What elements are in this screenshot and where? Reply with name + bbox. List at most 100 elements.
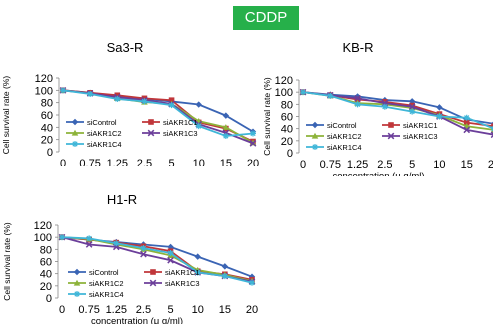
- data-point-siakr1c2: [490, 128, 493, 133]
- data-point-siakr1c4: [167, 249, 174, 256]
- data-point-siakr1c4: [463, 114, 470, 121]
- y-axis-label: Cell survival rate (%): [1, 76, 11, 155]
- data-point-siakr1c4: [381, 103, 388, 110]
- y-tick-label: 120: [275, 75, 293, 87]
- series-line-siakr1c4: [302, 91, 493, 130]
- data-point-siakr1c3: [354, 94, 361, 102]
- x-tick-label: 15: [220, 158, 232, 166]
- legend-swatch-marker: [73, 279, 81, 286]
- y-tick-label: 0: [46, 293, 52, 305]
- data-point-siakr1c4: [436, 113, 443, 120]
- x-axis-label: concentration (μ g/ml): [91, 316, 183, 324]
- y-tick-label: 60: [41, 110, 53, 122]
- data-point-siakr1c3: [249, 140, 257, 147]
- legend-item-sicontrol: siControl: [66, 118, 117, 127]
- legend-swatch-marker: [387, 132, 395, 140]
- x-tick-label: 1.25: [106, 304, 127, 316]
- legend-label: siAKR1C3: [165, 279, 200, 288]
- x-tick-label: 1.25: [347, 159, 368, 171]
- x-tick-label: 1.25: [107, 158, 128, 166]
- legend-swatch-marker: [150, 269, 156, 275]
- series-siakr1c4: [300, 89, 493, 132]
- legend-item-siakr1c2: siAKR1C2: [66, 129, 122, 138]
- data-point-siakr1c4: [409, 108, 416, 115]
- legend-swatch-marker: [71, 118, 79, 126]
- data-point-siakr1c4: [168, 102, 175, 109]
- data-point-siakr1c3: [463, 126, 471, 134]
- y-axis-label: Cell survival rate (%): [2, 222, 12, 301]
- data-point-siakr1c3: [85, 241, 93, 248]
- series-line-siakr1c4: [61, 236, 253, 284]
- data-point-siakr1c4: [249, 279, 255, 286]
- legend-item-siakr1c4: siAKR1C4: [306, 143, 362, 152]
- series-siakr1c4: [59, 234, 255, 286]
- series-line-siakr1c3: [302, 91, 493, 136]
- data-point-siakr1c1: [463, 119, 470, 126]
- legend-item-siakr1c4: siAKR1C4: [68, 290, 124, 299]
- legend-label: siAKR1C2: [87, 129, 122, 138]
- data-point-siakr1c3: [140, 250, 147, 258]
- y-tick-label: 120: [35, 73, 53, 85]
- legend-swatch-marker: [72, 141, 78, 147]
- data-point-siakr1c4: [86, 235, 93, 242]
- legend: siControl siAKR1C1 siAKR1C2 siAKR1C3 siAKR1C…: [68, 268, 200, 299]
- data-point-siakr1c2: [222, 124, 230, 130]
- data-point-siakr1c4: [140, 245, 147, 252]
- data-point-sicontrol: [222, 112, 230, 119]
- legend-item-sicontrol: siControl: [68, 268, 119, 277]
- legend-item-siakr1c3: siAKR1C3: [142, 129, 198, 138]
- data-point-siakr1c4: [194, 269, 201, 276]
- legend-swatch-marker: [71, 129, 79, 136]
- chart-title: KB-R: [342, 40, 373, 55]
- data-point-siakr1c4: [222, 132, 229, 139]
- x-tick-label: 0: [300, 159, 306, 171]
- legend-label: siControl: [327, 121, 357, 130]
- legend-swatch-marker: [74, 291, 80, 297]
- data-point-siakr1c1: [168, 97, 175, 103]
- data-point-siakr1c4: [221, 273, 228, 280]
- data-point-siakr1c3: [167, 256, 174, 264]
- legend-swatch-marker: [148, 119, 154, 125]
- y-tick-label: 100: [275, 87, 293, 99]
- y-tick-label: 60: [281, 112, 293, 124]
- y-tick-label: 40: [281, 124, 293, 136]
- x-tick-label: 0.75: [320, 159, 341, 171]
- data-point-sicontrol: [221, 263, 229, 270]
- legend-label: siAKR1C3: [163, 129, 198, 138]
- data-point-siakr1c4: [327, 92, 334, 99]
- series-line-siakr1c4: [62, 89, 254, 137]
- chart-title: Sa3-R: [107, 40, 144, 55]
- legend-label: siControl: [89, 268, 119, 277]
- x-axis-label: concentration (μ g/ml): [332, 171, 424, 176]
- x-tick-label: 2.5: [377, 159, 392, 171]
- data-point-siakr1c4: [113, 240, 120, 247]
- legend-label: siAKR1C1: [163, 118, 198, 127]
- data-point-siakr1c4: [114, 95, 121, 102]
- data-point-siakr1c1: [141, 95, 148, 102]
- legend-label: siControl: [87, 118, 117, 127]
- cddp-header-badge: CDDP: [233, 6, 299, 30]
- x-tick-label: 0: [60, 158, 66, 166]
- legend-item-sicontrol: siControl: [306, 121, 357, 130]
- x-tick-label: 20: [247, 158, 259, 166]
- y-tick-label: 0: [47, 147, 53, 159]
- x-tick-label: 5: [169, 158, 175, 166]
- y-tick-label: 80: [281, 99, 293, 111]
- legend-item-siakr1c2: siAKR1C2: [306, 132, 362, 141]
- legend-item-siakr1c4: siAKR1C4: [66, 140, 122, 149]
- y-tick-label: 20: [40, 281, 52, 293]
- data-point-siakr1c3: [408, 103, 416, 111]
- legend-swatch-marker: [147, 129, 155, 137]
- legend-item-siakr1c3: siAKR1C3: [144, 279, 200, 288]
- data-point-sicontrol: [195, 101, 202, 108]
- x-tick-label: 20: [488, 159, 493, 171]
- legend-label: siAKR1C4: [89, 290, 124, 299]
- legend: siControl siAKR1C1 siAKR1C2 siAKR1C3 siAKR1C…: [306, 121, 438, 152]
- y-tick-label: 20: [41, 135, 53, 147]
- legend-swatch-marker: [149, 279, 157, 287]
- legend-swatch-marker: [311, 121, 319, 129]
- x-tick-label: 10: [193, 158, 205, 166]
- x-tick-label: 15: [461, 159, 473, 171]
- series-siakr1c4: [60, 87, 256, 139]
